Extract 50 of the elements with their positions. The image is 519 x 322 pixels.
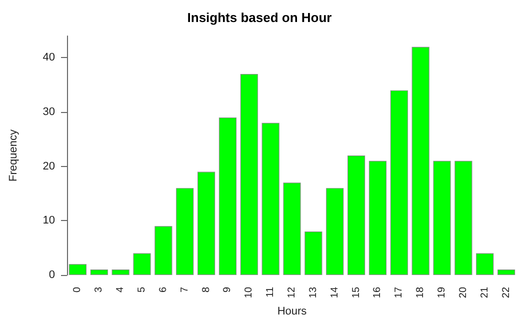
bar — [218, 117, 236, 275]
x-tick-label: 18 — [415, 286, 426, 298]
x-tick-label: 12 — [286, 286, 298, 298]
y-tick-label: 20 — [42, 160, 55, 172]
x-tick-label: 7 — [179, 286, 190, 293]
bar — [112, 270, 130, 275]
bar — [262, 122, 280, 275]
bar — [68, 264, 86, 275]
bar — [283, 182, 301, 275]
y-axis-title: Frequency — [8, 129, 20, 182]
x-tick-label: 13 — [308, 286, 319, 298]
y-tick-label: 10 — [42, 214, 55, 227]
y-tick-label: 30 — [42, 106, 55, 118]
bar — [176, 188, 194, 275]
x-tick-label: 16 — [372, 286, 384, 298]
x-tick-label: 20 — [458, 286, 469, 298]
x-axis-title: Hours — [277, 306, 308, 318]
x-tick-label: 14 — [329, 286, 340, 298]
x-tick-label: 3 — [94, 286, 105, 293]
bar — [476, 253, 494, 275]
x-tick-label: 10 — [244, 286, 255, 298]
x-tick-label: 21 — [479, 286, 490, 298]
x-tick-label: 8 — [200, 286, 212, 293]
bar — [154, 226, 172, 275]
x-tick-label: 15 — [350, 286, 362, 298]
bar — [90, 270, 108, 275]
bar — [240, 74, 258, 275]
bar — [368, 160, 386, 275]
x-tick-label: 9 — [222, 286, 234, 293]
bar — [198, 172, 216, 275]
bar — [412, 46, 430, 275]
x-tick-label: 11 — [265, 286, 276, 298]
y-tick-label: 40 — [42, 52, 55, 64]
bar — [304, 232, 322, 275]
chart-title: Insights based on Hour — [187, 10, 332, 25]
y-tick-label: 0 — [48, 268, 55, 281]
bar — [348, 155, 366, 275]
bar — [326, 188, 344, 275]
x-tick-label: 6 — [158, 286, 169, 293]
bar — [433, 160, 451, 275]
x-tick-label: 0 — [72, 286, 84, 293]
x-tick-label: 5 — [136, 286, 148, 293]
x-tick-label: 22 — [500, 286, 512, 298]
x-tick-label: 4 — [115, 286, 126, 293]
x-tick-label: 19 — [436, 286, 448, 298]
bar — [133, 253, 151, 275]
bar — [498, 270, 516, 275]
bar — [454, 160, 472, 275]
x-tick-label: 17 — [394, 286, 405, 298]
bar — [390, 90, 408, 275]
